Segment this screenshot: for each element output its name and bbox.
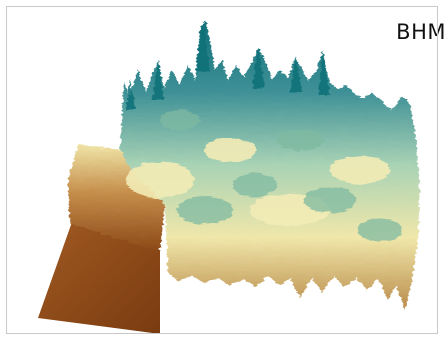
figure-label: BHM: [396, 20, 446, 44]
mid-green-patches: [160, 110, 402, 242]
peak-highlights: [126, 20, 330, 110]
terrain-body: [120, 20, 420, 310]
base-slab: [38, 222, 160, 334]
left-cliff: [68, 145, 165, 252]
